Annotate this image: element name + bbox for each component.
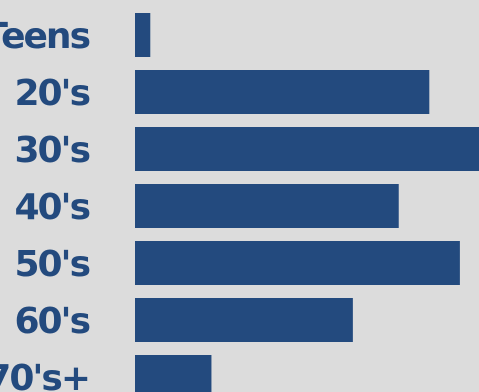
bar-60-s bbox=[135, 298, 353, 342]
bar-30-s bbox=[135, 127, 479, 171]
bar-70-s bbox=[135, 355, 212, 392]
bar-40-s bbox=[135, 184, 399, 228]
category-label-60-s: 60's bbox=[14, 301, 89, 342]
category-label-teens: Teens bbox=[0, 16, 90, 57]
bar-teens bbox=[135, 13, 151, 57]
bar-20-s bbox=[135, 70, 430, 114]
category-label-40-s: 40's bbox=[14, 187, 89, 228]
bars bbox=[135, 13, 479, 392]
category-labels: Teens 20's 30's 40's 50's 60's 70's+ bbox=[0, 16, 92, 392]
category-label-70-s: 70's+ bbox=[0, 358, 89, 392]
category-label-50-s: 50's bbox=[14, 244, 89, 285]
bar-50-s bbox=[135, 241, 460, 285]
category-label-30-s: 30's bbox=[14, 130, 89, 171]
category-label-20-s: 20's bbox=[14, 73, 89, 114]
